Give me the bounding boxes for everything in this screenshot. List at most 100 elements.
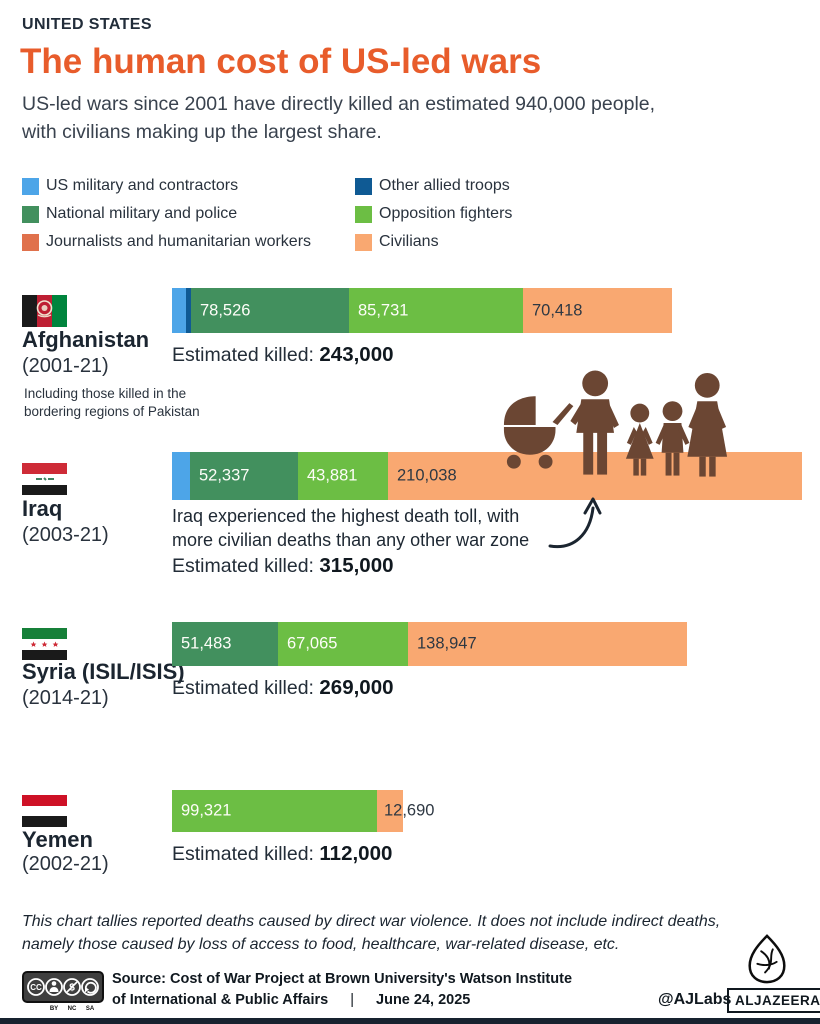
segment-value-label: 99,321	[181, 801, 232, 820]
legend-label: Journalists and humanitarian workers	[46, 233, 312, 250]
country-name: Afghanistan	[22, 327, 150, 352]
estimated-killed-label: Estimated killed:	[172, 555, 314, 577]
country-name: Yemen	[22, 827, 93, 852]
bar-segment-national-military-and-police: 78,526	[191, 288, 349, 333]
creative-commons-badge: CC $ BY NC SA	[22, 971, 104, 1016]
bar-segment-national-military-and-police: 52,337	[190, 452, 298, 500]
segment-value-label: 51,483	[181, 634, 232, 653]
source-line-2: of International & Public Affairs	[112, 992, 329, 1009]
iraq-annotation-line-2: more civilian deaths than any other war …	[172, 529, 530, 550]
bar-segment-us-military-and-contractors	[172, 452, 190, 500]
country-name: Iraq	[22, 496, 63, 521]
bar-segment-civilians: 70,418	[523, 288, 672, 333]
legend-swatch-us-military	[22, 177, 39, 195]
subtitle-line-2: with civilians making up the largest sha…	[22, 120, 382, 143]
svg-text:CC: CC	[30, 983, 42, 992]
segment-value-label: 67,065	[287, 634, 338, 653]
legend-swatch-opposition-fighters	[355, 205, 372, 223]
legend-label: Opposition fighters	[379, 205, 513, 222]
estimated-killed-label: Estimated killed:	[172, 677, 314, 699]
legend-label: National military and police	[46, 205, 238, 222]
country-years: (2001-21)	[22, 355, 109, 377]
publish-date: June 24, 2025	[376, 992, 471, 1009]
legend-item-allied-troops: Other allied troops	[355, 172, 512, 200]
afghanistan-note: Including those killed in the bordering …	[24, 386, 200, 419]
estimated-killed-label: Estimated killed:	[172, 344, 314, 366]
syria-bar: 51,483 67,065 138,947	[172, 622, 687, 666]
bar-segment-civilians: 12,690	[377, 790, 434, 832]
estimated-killed-value: 243,000	[319, 343, 394, 366]
family-silhouette-illustration	[496, 370, 734, 485]
estimated-killed: Estimated killed: 243,000	[172, 343, 394, 367]
bar-segment-opposition-fighters: 99,321	[172, 790, 377, 832]
segment-value-label: 78,526	[200, 301, 251, 319]
segment-value-label: 43,881	[307, 466, 358, 485]
curved-arrow-icon	[548, 494, 610, 557]
al-jazeera-wordmark: ALJAZEERA	[727, 988, 820, 1013]
legend-swatch-allied-troops	[355, 177, 372, 195]
source-line-1: Cost of War Project at Brown University'…	[170, 971, 573, 987]
segment-value-label: 70,418	[532, 301, 583, 319]
bar-segment-national-military-and-police: 51,483	[172, 622, 278, 666]
iraq-bar: 52,337 43,881 210,038	[172, 452, 802, 500]
legend-item-us-military: US military and contractors	[22, 172, 355, 200]
legend-label: US military and contractors	[46, 177, 239, 194]
yemen-bar: 99,321 12,690	[172, 790, 434, 832]
bar-segment-civilians: 138,947	[408, 622, 687, 666]
ajlabs-credit: @AJLabs	[658, 991, 732, 1008]
country-years: (2014-21)	[22, 687, 109, 709]
estimated-killed-value: 269,000	[319, 676, 394, 699]
svg-text:SA: SA	[86, 1006, 95, 1011]
methodology-note-line-1: This chart tallies reported deaths cause…	[22, 913, 721, 930]
estimated-killed: Estimated killed: 315,000	[172, 554, 394, 578]
legend-item-journalists: Journalists and humanitarian workers	[22, 228, 355, 256]
svg-text:$: $	[69, 983, 75, 994]
legend-swatch-national-military	[22, 205, 39, 223]
country-name: Syria (ISIL/ISIS)	[22, 659, 185, 684]
yemen-flag	[22, 795, 67, 827]
iraq-flag	[22, 463, 67, 495]
legend-swatch-civilians	[355, 233, 372, 251]
segment-value-label: 85,731	[358, 301, 409, 319]
kicker: UNITED STATES	[22, 16, 152, 33]
afghanistan-flag	[22, 295, 67, 327]
estimated-killed-value: 315,000	[319, 554, 394, 577]
subtitle-line-1: US-led wars since 2001 have directly kil…	[22, 93, 656, 115]
source-label: Source:	[112, 971, 166, 987]
al-jazeera-logo-icon	[742, 933, 792, 990]
methodology-note: This chart tallies reported deaths cause…	[22, 910, 782, 956]
bar-segment-opposition-fighters: 85,731	[349, 288, 523, 333]
bar-segment-us-military-and-contractors	[172, 288, 186, 333]
segment-value-label: 138,947	[417, 634, 477, 653]
legend-item-opposition-fighters: Opposition fighters	[355, 200, 512, 228]
afghanistan-bar: 78,526 85,731 70,418	[172, 288, 672, 333]
legend-label: Other allied troops	[379, 177, 510, 194]
estimated-killed: Estimated killed: 269,000	[172, 676, 394, 700]
segment-value-label: 12,690	[384, 801, 435, 820]
bar-segment-opposition-fighters: 67,065	[278, 622, 408, 666]
legend-label: Civilians	[379, 233, 439, 250]
bar-segment-civilians: 210,038	[388, 452, 802, 500]
estimated-killed-value: 112,000	[319, 842, 393, 865]
bar-segment-other-allied-troops	[186, 288, 191, 333]
country-years: (2002-21)	[22, 853, 109, 875]
legend-item-civilians: Civilians	[355, 228, 512, 256]
svg-text:BY: BY	[50, 1006, 58, 1011]
svg-text:NC: NC	[68, 1006, 77, 1011]
separator: |	[350, 992, 354, 1009]
page-title: The human cost of US-led wars	[20, 42, 542, 81]
legend: US military and contractors National mil…	[22, 172, 512, 256]
country-years: (2003-21)	[22, 524, 109, 546]
bar-segment-opposition-fighters: 43,881	[298, 452, 388, 500]
syria-flag	[22, 628, 67, 660]
iraq-annotation: Iraq experienced the highest death toll,…	[172, 505, 529, 553]
estimated-killed: Estimated killed: 112,000	[172, 842, 392, 866]
source-attribution: Source: Cost of War Project at Brown Uni…	[112, 969, 572, 1011]
legend-swatch-journalists	[22, 233, 39, 251]
estimated-killed-label: Estimated killed:	[172, 843, 314, 865]
legend-item-national-military: National military and police	[22, 200, 355, 228]
subtitle: US-led wars since 2001 have directly kil…	[22, 91, 655, 146]
methodology-note-line-2: namely those caused by loss of access to…	[22, 936, 620, 954]
segment-value-label: 52,337	[199, 466, 250, 485]
